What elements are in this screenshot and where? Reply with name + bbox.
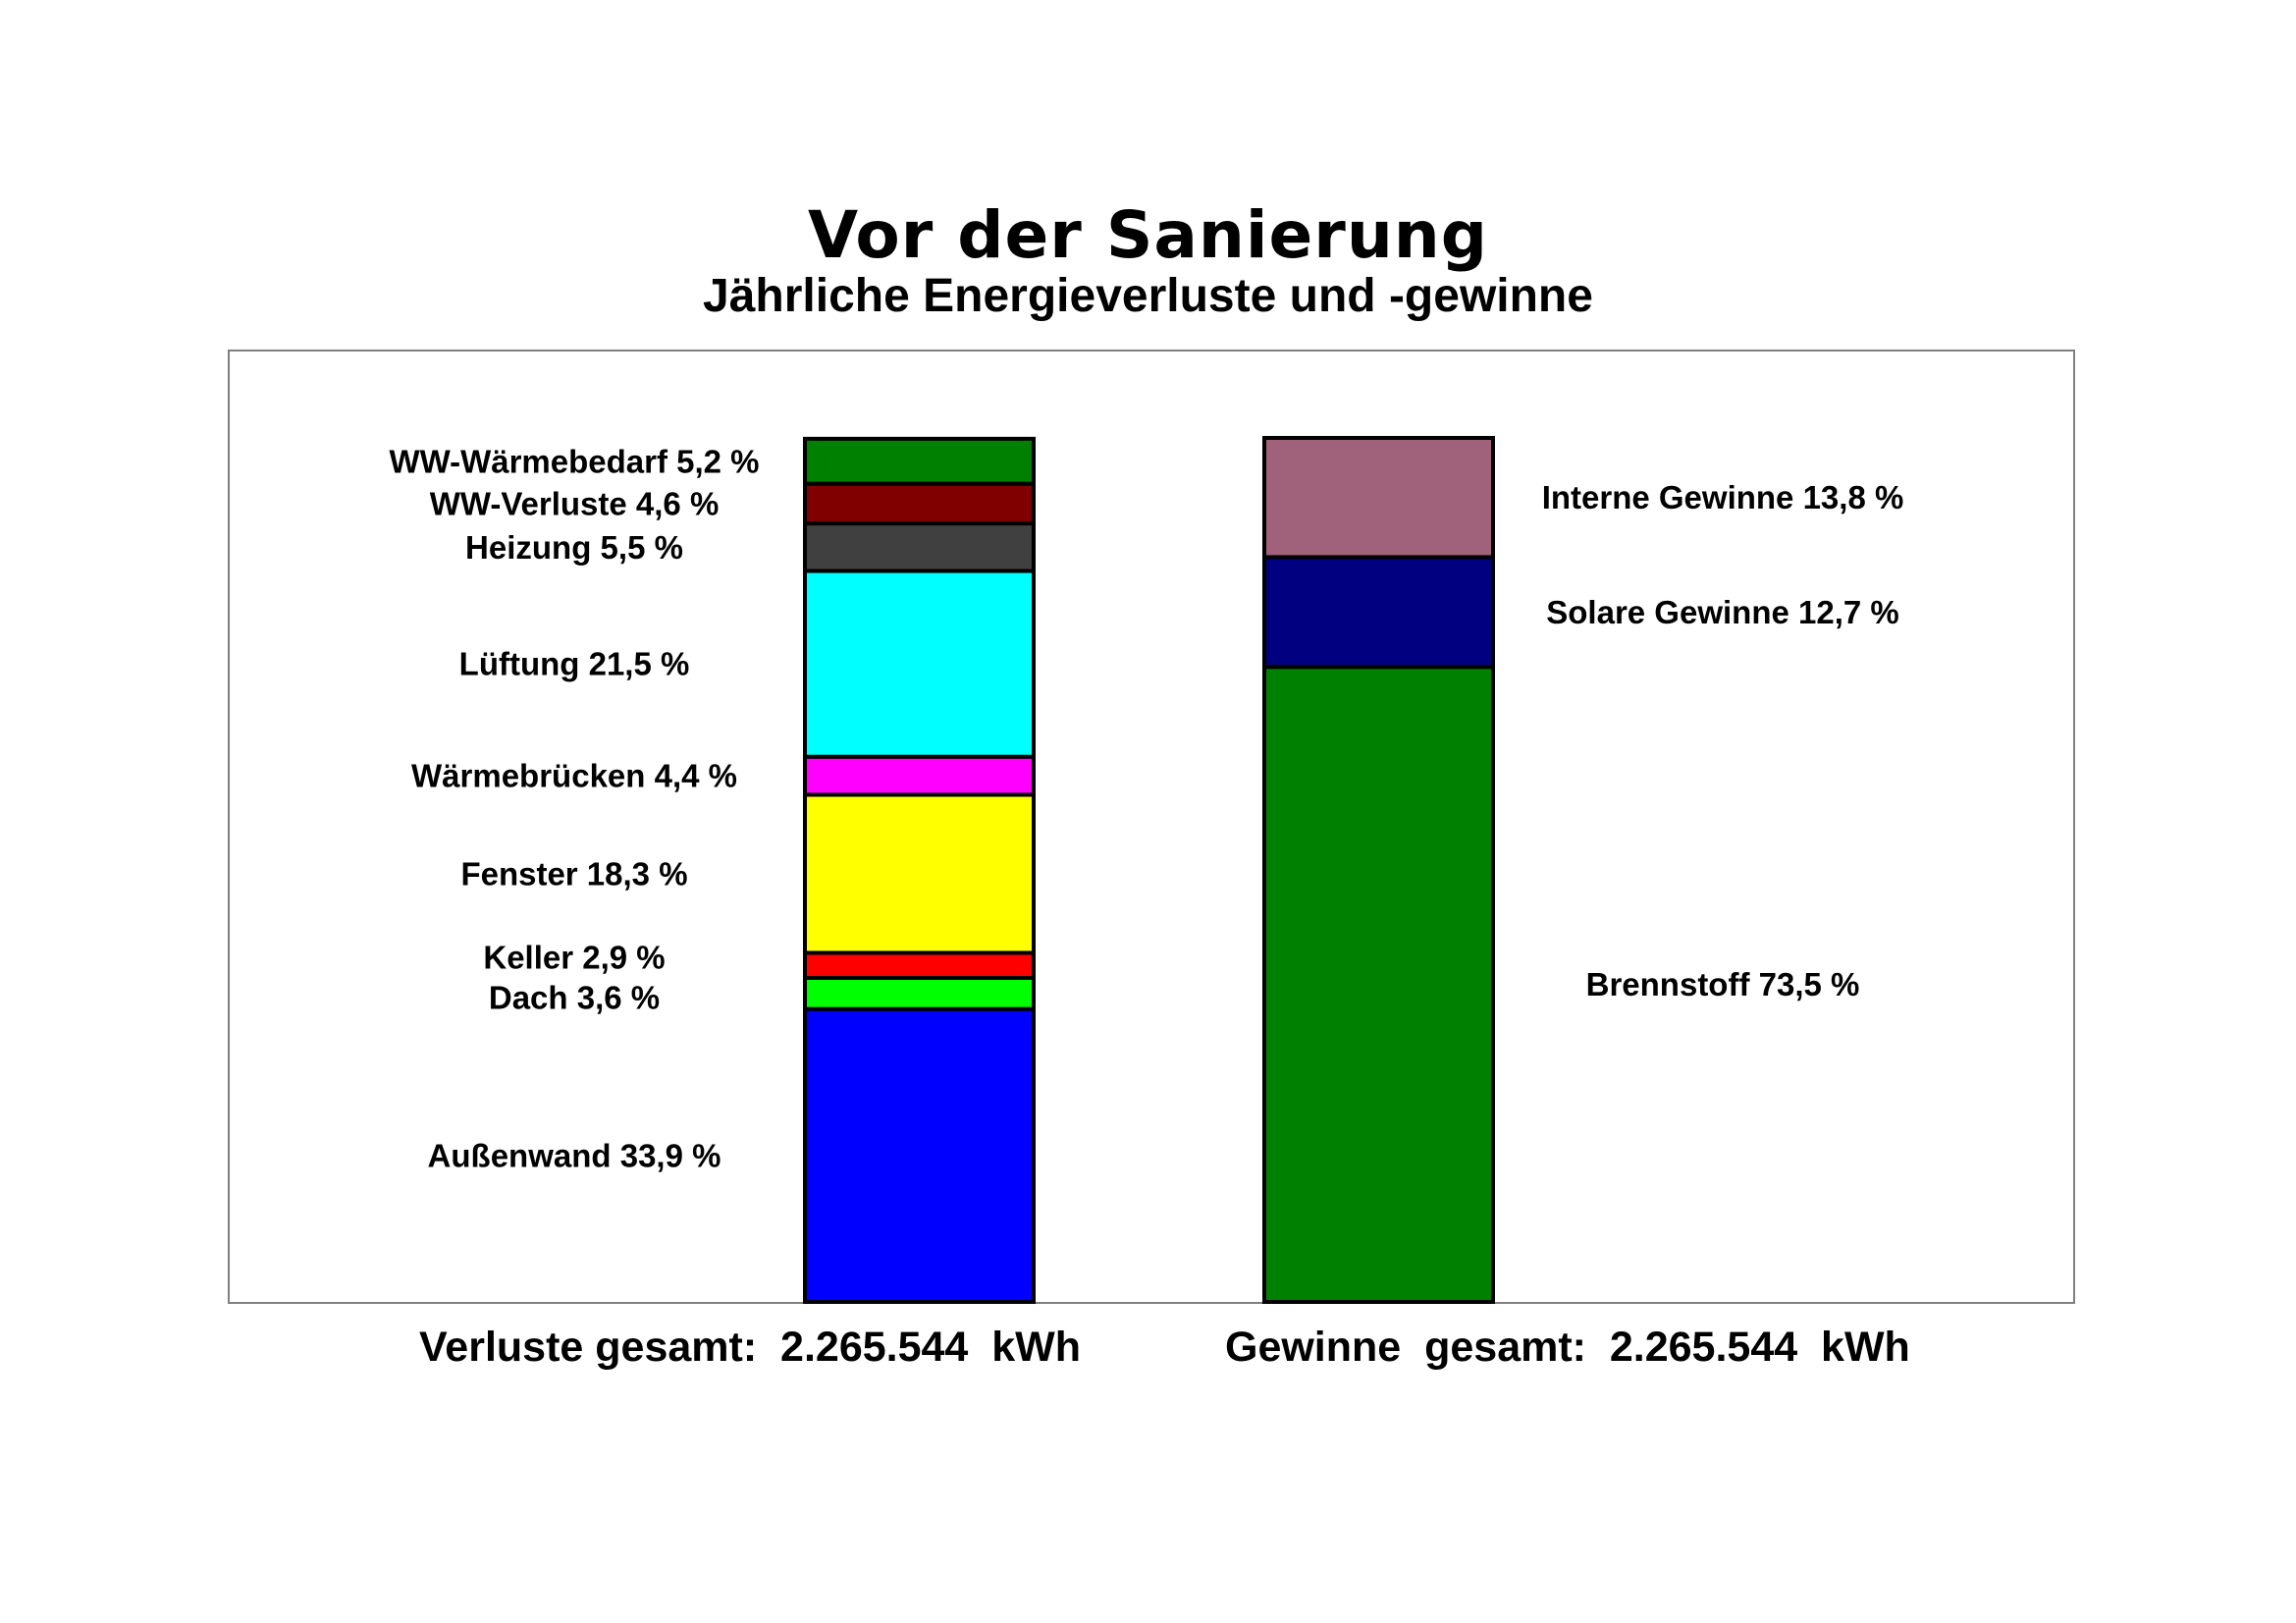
bar-segment-heizung <box>803 521 1036 573</box>
segment-label-solare-gewinne: Solare Gewinne 12,7 % <box>1546 594 1899 630</box>
chart-subtitle: Jährliche Energieverluste und -gewinne <box>703 270 1593 322</box>
bar-segment-waermebruecken <box>803 754 1036 797</box>
bar-segment-fenster <box>803 792 1036 955</box>
segment-label-fenster: Fenster 18,3 % <box>460 855 687 892</box>
bars-layer <box>803 436 1495 1305</box>
bar-segment-ww-waermebedarf <box>803 436 1036 486</box>
labels-layer: Außenwand 33,9 % Dach 3,6 %Keller 2,9 % Fe… <box>389 443 1903 1173</box>
gains-total-label: Gewinne gesamt: 2.265.544 kWh <box>1225 1324 1910 1371</box>
bar-segment-interne-gewinne <box>1262 436 1495 560</box>
segment-label-heizung: Heizung 5,5 % <box>465 529 683 566</box>
segment-label-keller: Keller 2,9 % <box>483 940 665 976</box>
segment-label-lueftung: Lüftung 21,5 % <box>459 646 690 682</box>
segment-label-brennstoff: Brennstoff 73,5 % <box>1586 966 1860 1002</box>
bar-segment-aussenwand <box>803 1006 1036 1305</box>
bar-segment-solare-gewinne <box>1262 555 1495 670</box>
chart-title: Vor der Sanierung <box>807 197 1489 273</box>
segment-label-ww-verluste: WW-Verluste 4,6 % <box>430 485 720 521</box>
bar-segment-lueftung <box>803 568 1036 759</box>
segment-label-interne-gewinne: Interne Gewinne 13,8 % <box>1542 479 1904 515</box>
losses-total-label: Verluste gesamt: 2.265.544 kWh <box>419 1324 1081 1371</box>
bar-segment-ww-verluste <box>803 481 1036 526</box>
plot-area-frame <box>228 350 2075 1304</box>
segment-label-ww-waermebedarf: WW-Wärmebedarf 5,2 % <box>389 443 759 479</box>
bar-segment-keller <box>803 950 1036 980</box>
segment-label-waermebruecken: Wärmebrücken 4,4 % <box>411 758 737 794</box>
bar-segment-dach <box>803 976 1036 1011</box>
segment-label-dach: Dach 3,6 % <box>489 979 660 1015</box>
segment-label-aussenwand: Außenwand 33,9 % <box>428 1137 721 1173</box>
bar-segment-brennstoff <box>1262 665 1495 1304</box>
